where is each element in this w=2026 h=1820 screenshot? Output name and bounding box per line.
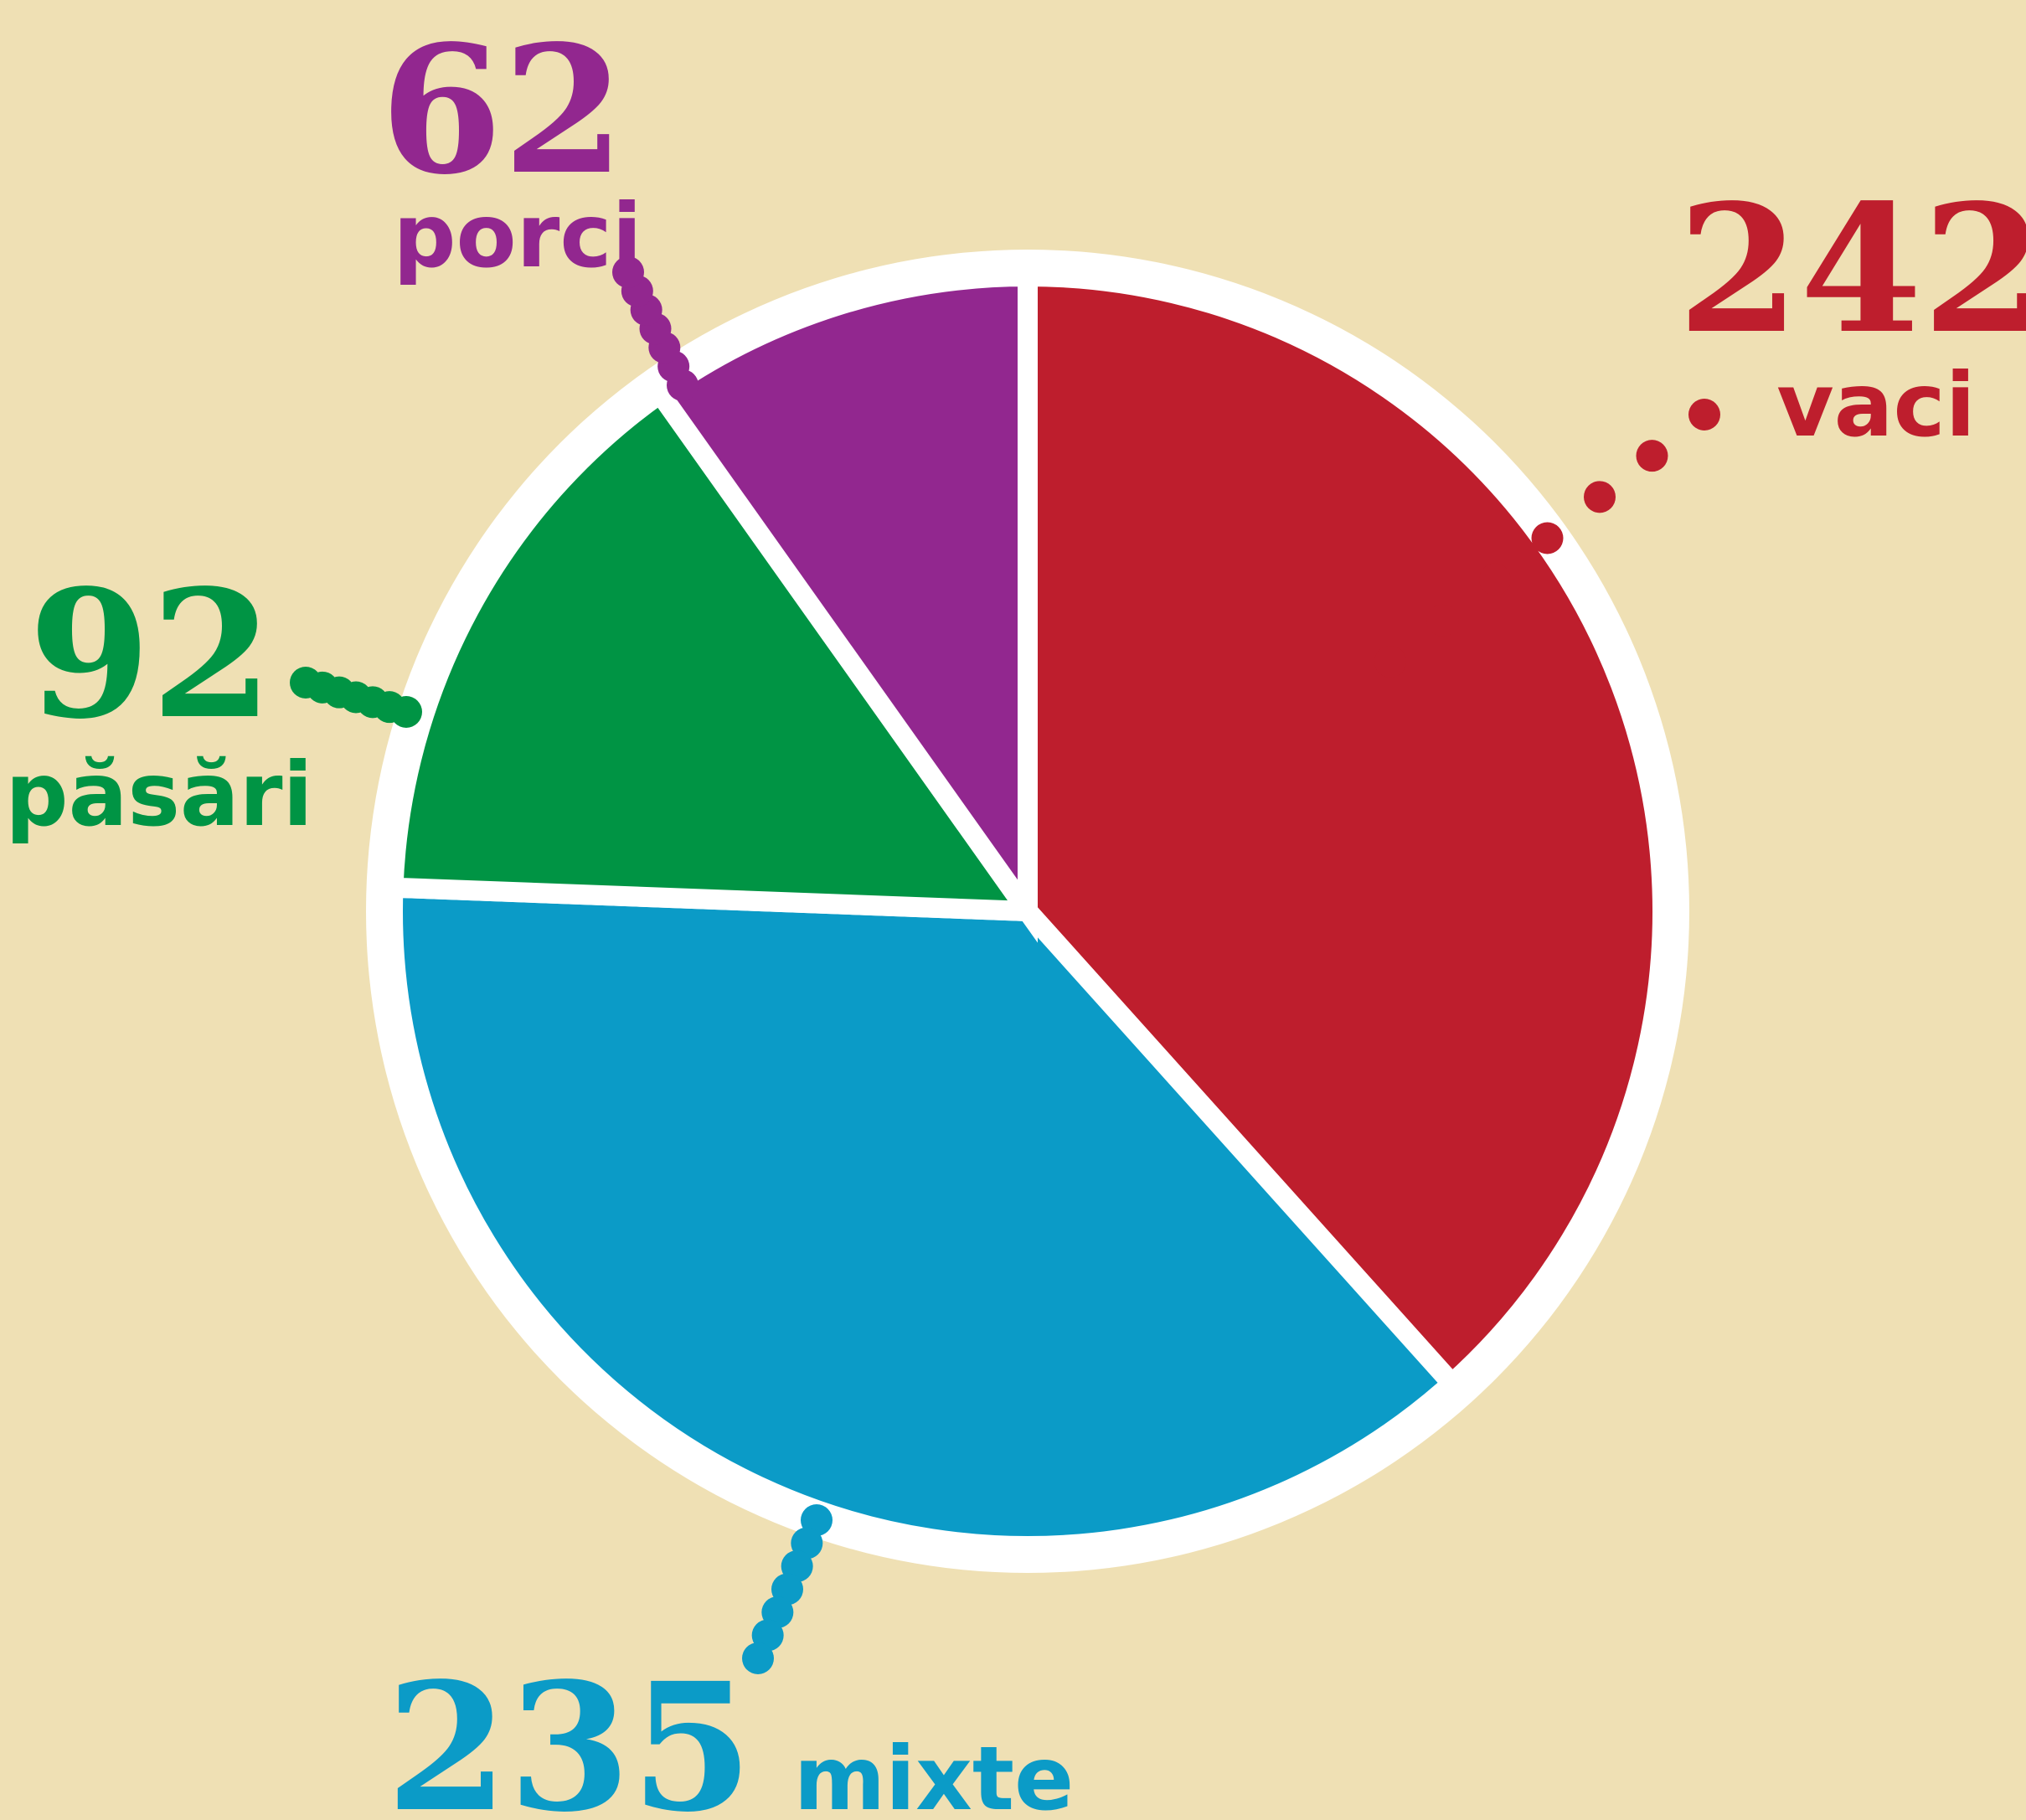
leader-dot: [1688, 399, 1720, 431]
pie-slice: [1018, 266, 1673, 1398]
category-label: mixte: [794, 1728, 1075, 1820]
leader-dot: [1636, 440, 1668, 472]
pie-slice: [383, 877, 1467, 1556]
leader-dot: [1584, 481, 1616, 513]
category-label: porci: [393, 185, 642, 287]
value-label: 62: [380, 7, 625, 214]
category-label: păsări: [5, 744, 312, 846]
leader-dot: [1531, 522, 1564, 554]
value-label: 235: [386, 1644, 753, 1820]
leader-dot: [1426, 604, 1459, 637]
category-label: vaci: [1776, 354, 1976, 456]
leader-dot: [1479, 563, 1511, 595]
leader-dot: [290, 667, 322, 699]
value-label: 92: [28, 551, 273, 758]
leader-dot: [742, 1642, 774, 1674]
leader-dot: [612, 256, 644, 288]
value-label: 242: [1678, 166, 2026, 373]
leader-dot: [1374, 646, 1406, 678]
pie-slice: [383, 379, 1048, 922]
pie-slice: [646, 266, 1038, 943]
